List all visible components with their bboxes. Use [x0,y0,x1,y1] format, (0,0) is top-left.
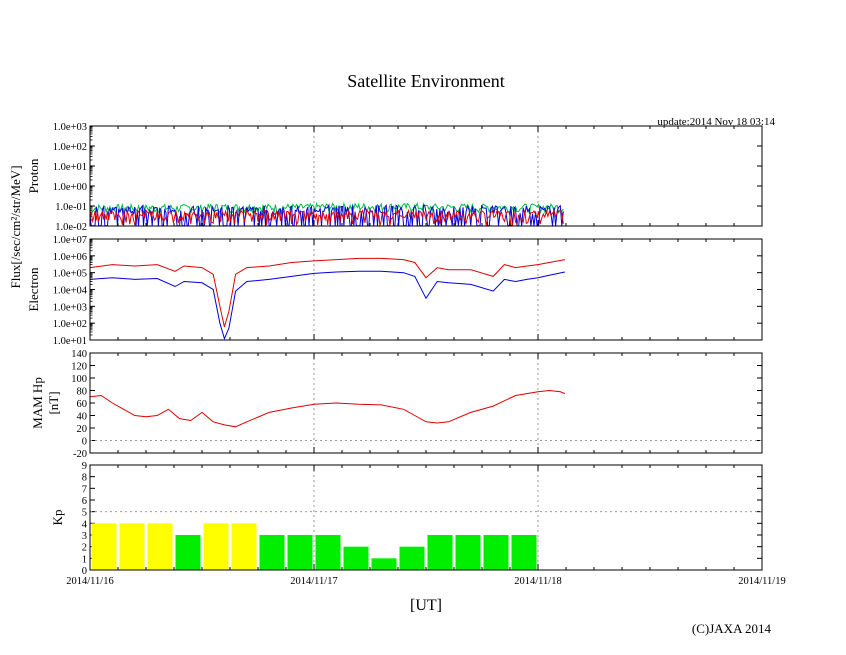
y-tick-label: 140 [71,349,87,360]
kp-bar [231,523,257,570]
kp-bar [287,535,313,570]
y-tick-label: 3 [82,531,87,542]
y-tick-label: 1.0e+04 [53,286,88,297]
kp-bar [259,535,285,570]
ylabel-mam-unit: [nT] [46,391,61,414]
y-tick-label: 100 [71,374,87,385]
kp-bar [455,535,481,570]
panel-frame [89,238,763,341]
y-tick-label: 60 [77,399,88,410]
ylabel-electron: Electron [26,267,41,312]
kp-bar [147,523,173,570]
panel-frame [89,352,763,454]
ylabel-kp: Kp [50,510,65,526]
y-tick-label: 1.0e+05 [53,269,87,280]
kp-bar [203,523,229,570]
x-tick-label: 2014/11/16 [66,576,113,587]
kp-bar [371,558,397,570]
y-tick-label: 5 [82,508,87,519]
kp-bar [119,523,145,570]
series-proton-red [89,208,564,227]
y-tick-label: 7 [82,484,87,495]
y-tick-label: 6 [82,496,87,507]
kp-bar [175,535,201,570]
kp-bar [483,535,509,570]
y-tick-label: 4 [82,519,88,530]
panel-frame [89,464,763,571]
panel-proton: 1.0e-02 1.0e-01 1.0e+00 1.0e+01 1.0e+02 1.0e+… [26,122,763,233]
y-tick-label: 120 [71,362,87,373]
y-tick-label: 1.0e+07 [53,235,87,246]
y-tick-label: 1.0e+03 [53,122,87,133]
kp-bar [427,535,453,570]
y-tick-label: 2 [82,543,87,554]
kp-bar [511,535,537,570]
y-tick-label: 8 [82,473,87,484]
series-electron-blue [89,270,566,341]
y-tick-label: 1.0e+01 [53,162,87,173]
x-tick-label: 2014/11/18 [514,576,561,587]
y-tick-label: 1.0e+06 [53,252,87,263]
series-proton-green [89,201,564,216]
x-tick-label: 2014/11/17 [290,576,337,587]
kp-bar [91,523,117,570]
y-tick-label: 40 [77,412,88,423]
y-tick-label: 0 [82,437,87,448]
x-axis-label: [UT] [410,597,442,614]
y-tick-label: 1.0e+03 [53,302,87,313]
y-tick-label: 1 [82,554,87,565]
y-tick-label: 9 [82,461,87,472]
panel-frame [89,125,763,227]
series-electron-red [89,257,565,328]
y-tick-label: 0 [82,566,87,577]
copyright: (C)JAXA 2014 [692,621,772,636]
y-tick-label: 1.0e-01 [55,202,87,213]
series-proton-blue [89,203,564,227]
kp-bar [343,546,369,570]
chart-title: Satellite Environment [347,71,504,91]
y-tick-label: 80 [77,387,88,398]
y-tick-label: 20 [77,424,88,435]
panel-electron: 1.0e+01 1.0e+02 1.0e+03 1.0e+04 1.0e+05 1.0e+… [26,235,763,347]
y-tick-label: 1.0e+00 [53,182,87,193]
y-tick-label: 1.0e+02 [53,319,87,330]
x-tick-label: 2014/11/19 [738,576,785,587]
ylabel-mam-hp: MAM Hp [30,377,45,429]
y-tick-label: 1.0e+02 [53,142,87,153]
y-tick-label: 1.0e-02 [55,222,87,233]
y-tick-label: -20 [73,449,87,460]
y-tick-label: 1.0e+01 [53,336,87,347]
ylabel-proton: Proton [26,158,41,193]
kp-bar [315,535,341,570]
kp-bar [399,546,425,570]
flux-unit-label: Flux[/sec/cm²/str/MeV] [8,165,23,288]
update-timestamp: update:2014 Nov 18 03:14 [657,116,775,128]
series-mam-hp [89,389,566,428]
